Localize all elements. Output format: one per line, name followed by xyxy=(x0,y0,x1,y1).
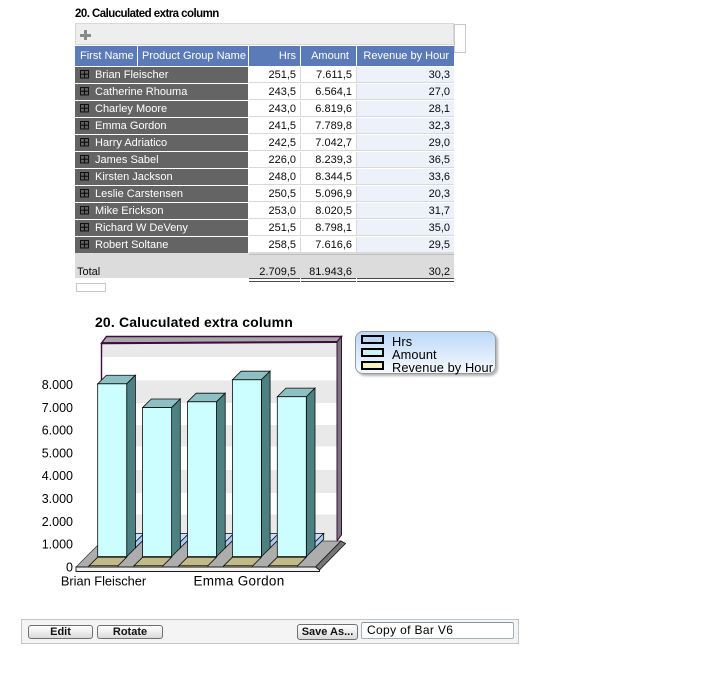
svg-text:5.000: 5.000 xyxy=(42,446,73,460)
svg-text:7.000: 7.000 xyxy=(42,401,73,415)
svg-text:0: 0 xyxy=(66,560,73,574)
svg-text:Brian Fleischer: Brian Fleischer xyxy=(61,574,147,589)
svg-text:2.000: 2.000 xyxy=(42,515,73,529)
svg-text:3.000: 3.000 xyxy=(42,492,73,506)
svg-text:1.000: 1.000 xyxy=(42,538,73,552)
svg-text:8.000: 8.000 xyxy=(42,378,73,392)
svg-text:4.000: 4.000 xyxy=(42,469,73,483)
svg-text:Emma Gordon: Emma Gordon xyxy=(193,574,284,589)
svg-text:6.000: 6.000 xyxy=(42,424,73,438)
